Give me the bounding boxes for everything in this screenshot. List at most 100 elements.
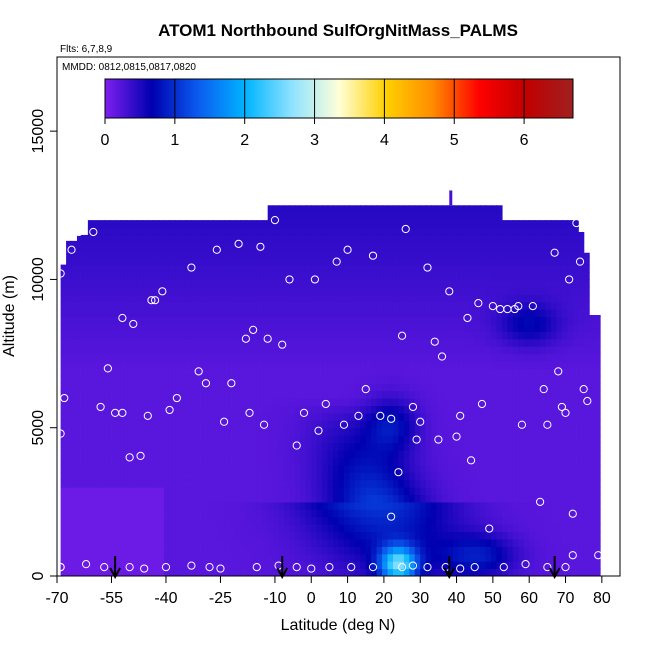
- heatmap-cell: [153, 449, 160, 458]
- heatmap-cell: [294, 390, 301, 399]
- heatmap-cell: [540, 338, 547, 347]
- heatmap-cell: [98, 524, 105, 533]
- heatmap-cell: [556, 390, 563, 399]
- heatmap-cell: [491, 420, 498, 429]
- heatmap-cell: [256, 531, 263, 540]
- heatmap-cell: [153, 346, 160, 355]
- heatmap-cell: [202, 412, 209, 421]
- heatmap-cell: [458, 464, 465, 473]
- sample-point: [74, 227, 83, 237]
- heatmap-cell: [469, 346, 476, 355]
- heatmap-cell: [425, 398, 432, 407]
- heatmap-cell: [218, 449, 225, 458]
- heatmap-cell: [71, 346, 78, 355]
- heatmap-cell: [322, 546, 329, 555]
- heatmap-cell: [382, 360, 389, 369]
- heatmap-cell: [442, 360, 449, 369]
- heatmap-cell: [327, 501, 334, 510]
- heatmap-cell: [463, 249, 470, 258]
- heatmap-cell: [147, 264, 154, 273]
- sample-point: [470, 563, 479, 572]
- sample-point: [583, 396, 592, 406]
- heatmap-cell: [567, 464, 574, 473]
- sample-point: [488, 302, 497, 311]
- heatmap-cell: [60, 435, 67, 444]
- heatmap-cell: [501, 420, 508, 429]
- heatmap-cell: [507, 442, 514, 451]
- heatmap-cell: [180, 272, 187, 281]
- heatmap-cell: [572, 524, 579, 533]
- heatmap-cell: [556, 338, 563, 347]
- heatmap-cell: [224, 487, 231, 496]
- heatmap-cell: [267, 546, 274, 555]
- heatmap-cell: [207, 509, 214, 518]
- heatmap-cell: [578, 524, 585, 533]
- heatmap-cell: [60, 405, 67, 414]
- sample-point: [499, 563, 508, 572]
- heatmap-cell: [398, 442, 405, 451]
- heatmap-cell: [414, 279, 421, 288]
- heatmap-cell: [458, 227, 465, 236]
- heatmap-cell: [98, 234, 105, 243]
- heatmap-cell: [196, 487, 203, 496]
- heatmap-cell: [262, 546, 269, 555]
- heatmap-cell: [414, 546, 421, 555]
- heatmap-cell: [136, 316, 143, 325]
- heatmap-cell: [93, 272, 100, 281]
- heatmap-cell: [180, 316, 187, 325]
- heatmap-cell: [278, 220, 285, 229]
- heatmap-cell: [136, 286, 143, 295]
- heatmap-cell: [496, 242, 503, 251]
- heatmap-cell: [245, 323, 252, 332]
- heatmap-cell: [425, 509, 432, 518]
- heatmap-cell: [349, 205, 356, 214]
- heatmap-cell: [333, 316, 340, 325]
- heatmap-cell: [431, 234, 438, 243]
- heatmap-cell: [491, 294, 498, 303]
- heatmap-cell: [561, 383, 568, 392]
- heatmap-cell: [376, 412, 383, 421]
- heatmap-cell: [333, 368, 340, 377]
- heatmap-cell: [251, 323, 258, 332]
- heatmap-cell: [491, 509, 498, 518]
- heatmap-cell: [240, 464, 247, 473]
- heatmap-cell: [567, 220, 574, 229]
- heatmap-cell: [540, 242, 547, 251]
- heatmap-cell: [507, 323, 514, 332]
- heatmap-cell: [550, 398, 558, 407]
- heatmap-cell: [556, 546, 563, 555]
- heatmap-cell: [589, 338, 596, 347]
- heatmap-cell: [262, 390, 269, 399]
- heatmap-cell: [87, 346, 94, 355]
- heatmap-cell: [147, 524, 154, 533]
- heatmap-cell: [240, 375, 247, 384]
- heatmap-cell: [251, 412, 258, 421]
- heatmap-cell: [507, 368, 514, 377]
- heatmap-cell: [131, 398, 138, 407]
- heatmap-cell: [120, 516, 127, 525]
- heatmap-cell: [262, 360, 269, 369]
- heatmap-cell: [458, 524, 465, 533]
- heatmap-cell: [234, 457, 242, 466]
- heatmap-cell: [529, 272, 536, 281]
- heatmap-cell: [518, 249, 525, 258]
- heatmap-cell: [403, 420, 410, 429]
- heatmap-cell: [93, 398, 100, 407]
- heatmap-cell: [360, 442, 367, 451]
- heatmap-cell: [338, 449, 345, 458]
- heatmap-cell: [382, 487, 389, 496]
- sample-point: [376, 411, 385, 420]
- heatmap-cell: [572, 234, 579, 243]
- heatmap-cell: [420, 405, 427, 414]
- heatmap-cell: [349, 242, 356, 251]
- heatmap-cell: [534, 412, 541, 421]
- heatmap-cell: [316, 346, 323, 355]
- heatmap-cell: [507, 457, 514, 466]
- heatmap-cell: [501, 331, 508, 340]
- heatmap-cell: [398, 509, 405, 518]
- heatmap-cell: [567, 346, 574, 355]
- heatmap-cell: [267, 375, 274, 384]
- heatmap-cell: [589, 516, 596, 525]
- heatmap-cell: [512, 449, 519, 458]
- heatmap-cell: [185, 375, 192, 384]
